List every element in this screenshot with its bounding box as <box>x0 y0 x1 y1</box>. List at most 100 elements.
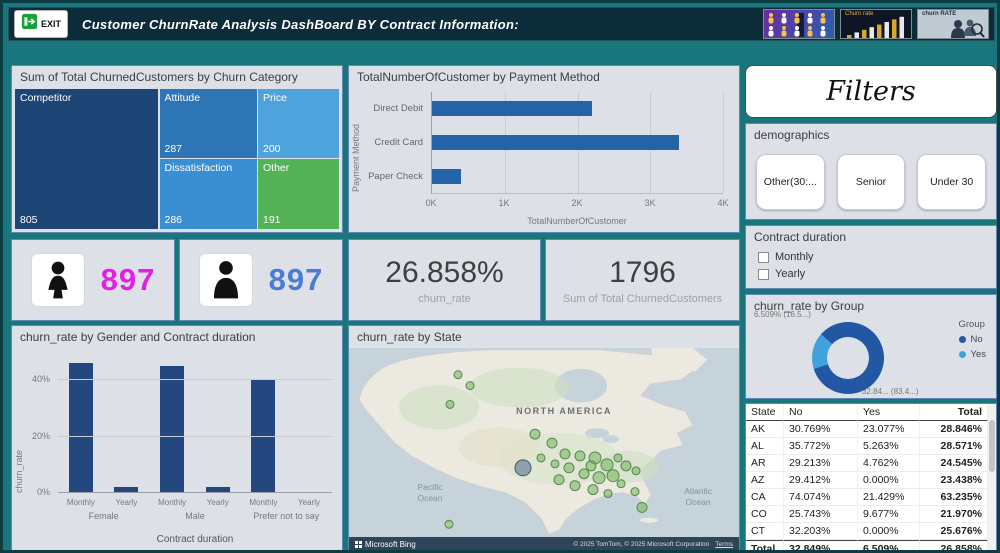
slicer-title: demographics <box>754 128 830 142</box>
state-bubble[interactable] <box>563 462 575 474</box>
table-row[interactable]: CA 74.074% 21.429% 63.235% <box>746 489 988 506</box>
x-axis-tick: 0K <box>425 198 437 208</box>
filters-header-card: Filters <box>745 65 997 118</box>
yearly-checkbox[interactable] <box>758 268 769 280</box>
x-axis-tick: Monthly <box>249 498 278 507</box>
people-report-thumbnail[interactable] <box>763 9 835 39</box>
map-canvas[interactable]: NORTH AMERICA Pacific Ocean Atlantic Oce… <box>349 348 739 550</box>
table-row[interactable]: AL 35.772% 5.263% 28.571% <box>746 438 988 455</box>
demographic-button-senior[interactable]: Senior <box>836 154 906 210</box>
greenland <box>651 348 707 372</box>
demographics-slicer-panel: demographics Other(30:... Senior Under 3… <box>745 123 997 220</box>
table-row[interactable]: AR 29.213% 4.762% 24.545% <box>746 455 988 472</box>
churn-rate-chart-thumbnail[interactable]: Churn rate <box>840 9 912 39</box>
terms-link[interactable]: Terms <box>715 540 733 548</box>
treemap-cell-dissatisfaction[interactable]: Dissatisfaction 286 <box>158 158 258 230</box>
state-bubble[interactable] <box>606 469 620 483</box>
state-bubble[interactable] <box>636 501 648 513</box>
scrollbar-thumb[interactable] <box>989 420 995 472</box>
bar-female-yearly[interactable] <box>114 487 139 493</box>
demographic-button-other[interactable]: Other(30:... <box>756 154 825 210</box>
value-cell: 5.263% <box>858 438 920 455</box>
state-bubble[interactable] <box>453 370 463 380</box>
yearly-option-row: Yearly <box>758 268 996 280</box>
treemap-cell-other[interactable]: Other 191 <box>257 158 340 230</box>
state-bubble[interactable] <box>529 428 541 440</box>
x-axis-tick: 3K <box>644 198 656 208</box>
gridline <box>58 379 332 381</box>
state-bubble[interactable] <box>514 459 532 477</box>
x-axis-tick: 4K <box>717 198 729 208</box>
table-row[interactable]: AK 30.769% 23.077% 28.846% <box>746 421 988 438</box>
bar-paper-check[interactable] <box>432 168 462 184</box>
treemap-cell-competitor[interactable]: Competitor 805 <box>13 88 160 230</box>
state-bubble[interactable] <box>536 453 546 463</box>
male-churned-kpi-card: 897 <box>179 239 343 321</box>
atlantic-ocean-label: Atlantic Ocean <box>684 486 712 507</box>
legend-item-no[interactable]: No <box>958 334 987 345</box>
bar-slot <box>241 352 286 493</box>
table-row[interactable]: CT 32.203% 0.000% 25.676% <box>746 523 988 540</box>
state-bubble[interactable] <box>465 381 475 391</box>
value-cell: 23.438% <box>920 472 988 489</box>
y-axis-title: Payment Method <box>351 123 361 192</box>
table-row[interactable]: AZ 29.412% 0.000% 23.438% <box>746 472 988 489</box>
value-cell: 74.074% <box>784 489 858 506</box>
legend-item-yes[interactable]: Yes <box>958 349 986 360</box>
state-bubble[interactable] <box>550 459 560 469</box>
x-axis-tick: Yearly <box>115 498 138 507</box>
churn-rate-search-thumbnail[interactable]: churn RATE <box>917 9 989 39</box>
demographics-buttons: Other(30:... Senior Under 30 <box>756 154 987 210</box>
filters-title: Filters <box>826 76 916 107</box>
column-header-state: State <box>746 404 784 421</box>
exit-icon <box>21 13 38 35</box>
bar-female-monthly[interactable] <box>68 363 93 493</box>
treemap-cell-label: Attitude <box>164 92 201 104</box>
bar-direct-debit[interactable] <box>432 101 593 117</box>
donut-callout-yes: 6.509% (16.5...) <box>754 310 811 319</box>
x-axis-tick: 1K <box>498 198 510 208</box>
value-cell: 29.213% <box>784 455 858 472</box>
state-bubble[interactable] <box>616 479 626 489</box>
state-bubble[interactable] <box>630 487 640 497</box>
treemap-cell-attitude[interactable]: Attitude 287 <box>158 87 258 160</box>
treemap-cell-price[interactable]: Price 200 <box>257 87 340 160</box>
state-bubble[interactable] <box>600 458 614 472</box>
table-row[interactable]: CO 25.743% 9.677% 21.970% <box>746 506 988 523</box>
state-bubble[interactable] <box>569 480 581 492</box>
demographic-button-under30[interactable]: Under 30 <box>917 154 987 210</box>
treemap-cell-label: Price <box>263 92 287 104</box>
state-bubble[interactable] <box>553 474 565 486</box>
bar-male-monthly[interactable] <box>160 366 185 493</box>
bar-credit-card[interactable] <box>432 134 680 150</box>
bar-male-yearly[interactable] <box>205 487 230 493</box>
state-bubble[interactable] <box>559 448 571 460</box>
x-axis-group-labels: Female Male Prefer not to say <box>58 511 332 521</box>
state-bubble[interactable] <box>444 519 454 529</box>
state-bubble[interactable] <box>613 453 623 463</box>
state-bubble[interactable] <box>620 460 632 472</box>
monthly-label: Monthly <box>775 251 814 263</box>
state-bubble[interactable] <box>578 468 590 480</box>
exit-button[interactable]: EXIT <box>14 10 68 38</box>
treemap-cell-label: Other <box>263 162 290 175</box>
state-bubble[interactable] <box>603 489 613 499</box>
churned-customers-value: 1796 <box>609 255 676 289</box>
microsoft-logo-icon <box>355 540 362 548</box>
churn-rate-value: 26.858% <box>385 255 504 289</box>
value-cell: 35.772% <box>784 438 858 455</box>
yearly-label: Yearly <box>775 268 806 280</box>
state-bubble[interactable] <box>574 450 586 462</box>
donut-chart[interactable] <box>812 322 884 394</box>
state-bubble[interactable] <box>631 466 641 476</box>
x-axis-ticks: Monthly Yearly Monthly Yearly Monthly Yearly <box>58 498 332 507</box>
state-bubble[interactable] <box>445 399 455 409</box>
state-bubble[interactable] <box>546 437 558 449</box>
state-bubble[interactable] <box>592 471 606 485</box>
state-bubble[interactable] <box>585 460 597 472</box>
monthly-checkbox[interactable] <box>758 251 769 263</box>
state-bubble[interactable] <box>587 484 599 496</box>
chart-title: TotalNumberOfCustomer by Payment Method <box>357 70 600 84</box>
value-cell: 28.846% <box>920 421 988 438</box>
table-scrollbar[interactable] <box>988 404 996 550</box>
